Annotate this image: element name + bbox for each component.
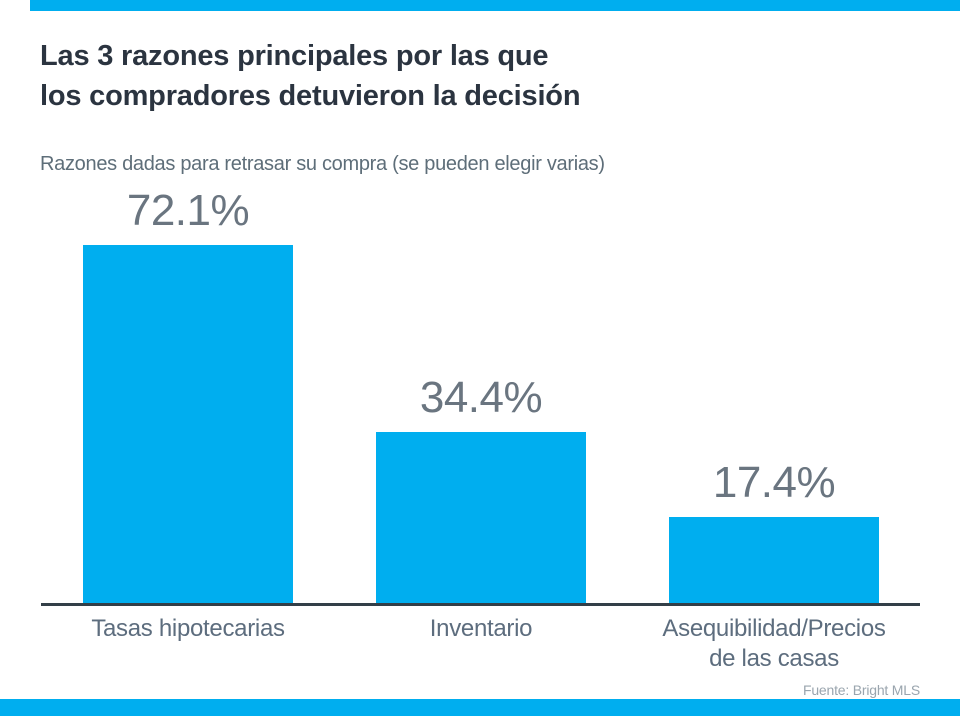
bar-value-label: 17.4% [712,458,836,507]
bar-value-label: 72.1% [126,186,250,235]
bar [376,432,586,603]
bar-value-label: 34.4% [419,373,543,422]
bar [669,517,879,603]
bar-group-3: 17.4% [624,461,924,603]
category-label: Tasas hipotecarias [91,615,285,642]
category-label: Inventario [429,615,533,642]
bar-group-2: 34.4% [331,376,631,603]
source-attribution: Fuente: Bright MLS [802,682,920,698]
slide-title-line-1: Las 3 razones principales por las que [40,40,549,72]
slide-title: Las 3 razones principales por las que lo… [40,36,581,116]
top-accent-bar [30,0,960,11]
x-axis-line [41,603,920,606]
slide-title-line-2: los compradores detuvieron la decisión [40,80,581,112]
bar [83,245,293,603]
bar-group-1: 72.1% [38,189,338,603]
bottom-accent-bar [0,699,960,716]
slide-subtitle: Razones dadas para retrasar su compra (s… [40,153,605,175]
category-label: Asequibilidad/Precios de las casas [662,615,886,672]
